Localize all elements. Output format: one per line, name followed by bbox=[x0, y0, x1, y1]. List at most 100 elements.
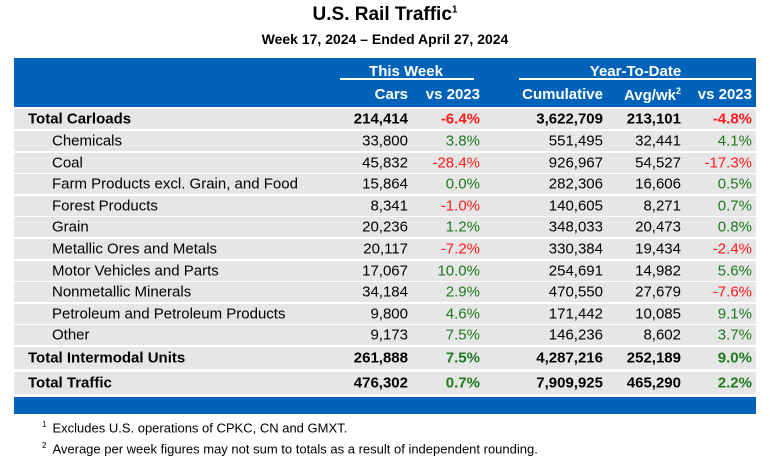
table-row: Motor Vehicles and Parts 17,067 10.0% 254,6… bbox=[14, 260, 756, 281]
footnote-text: Excludes U.S. operations of CPKC, CN and… bbox=[52, 420, 348, 436]
footnote-1: 1 Excludes U.S. operations of CPKC, CN an… bbox=[42, 420, 347, 435]
row-label: Farm Products excl. Grain, and Food bbox=[52, 175, 298, 193]
row-label: Other bbox=[52, 326, 90, 344]
cumulative-value: 348,033 bbox=[548, 218, 603, 236]
row-label: Total Traffic bbox=[28, 374, 112, 392]
table-header: This Week Year-To-Date Cars vs 2023 Cumu… bbox=[14, 58, 756, 107]
table-footer-bar bbox=[14, 397, 756, 414]
week-change: 1.2% bbox=[445, 218, 480, 236]
cumulative-value: 3,622,709 bbox=[536, 110, 603, 128]
row-label: Grain bbox=[52, 218, 89, 236]
cars-value: 8,341 bbox=[370, 197, 408, 215]
avg-week-value: 8,271 bbox=[643, 197, 681, 215]
table-row: Grain 20,236 1.2% 348,033 20,473 0.8% bbox=[14, 217, 756, 238]
row-label: Nonmetallic Minerals bbox=[52, 283, 192, 301]
row-label: Motor Vehicles and Parts bbox=[52, 262, 219, 280]
table-row: Other 9,173 7.5% 146,236 8,602 3.7% bbox=[14, 325, 756, 346]
avg-week-value: 20,473 bbox=[635, 218, 681, 236]
cars-value: 9,800 bbox=[370, 305, 408, 323]
ytd-change: -2.4% bbox=[712, 240, 752, 258]
page-title: U.S. Rail Traffic1 bbox=[0, 4, 770, 26]
table-row: Total Carloads 214,414 -6.4% 3,622,709 213,1… bbox=[14, 109, 756, 129]
cars-value: 15,864 bbox=[362, 175, 408, 193]
cumulative-value: 551,495 bbox=[548, 132, 603, 150]
ytd-change: 0.8% bbox=[717, 218, 752, 236]
week-change: -7.2% bbox=[440, 240, 480, 258]
cars-value: 476,302 bbox=[353, 374, 408, 392]
week-change: -28.4% bbox=[432, 154, 480, 172]
cumulative-value: 926,967 bbox=[548, 154, 603, 172]
ytd-change: 9.1% bbox=[717, 305, 752, 323]
ytd-change: 4.1% bbox=[717, 132, 752, 150]
week-change: 10.0% bbox=[437, 262, 480, 280]
page-subtitle: Week 17, 2024 – Ended April 27, 2024 bbox=[261, 31, 509, 47]
cumulative-value: 146,236 bbox=[548, 326, 603, 344]
group-this-week: This Week bbox=[369, 63, 443, 80]
ytd-change: -4.8% bbox=[712, 110, 752, 128]
cumulative-value: 282,306 bbox=[548, 175, 603, 193]
ytd-change: -17.3% bbox=[704, 154, 752, 172]
ytd-change: 3.7% bbox=[717, 326, 752, 344]
row-label: Total Intermodal Units bbox=[28, 349, 186, 367]
row-label: Forest Products bbox=[52, 197, 158, 215]
ytd-change: 9.0% bbox=[717, 349, 752, 367]
week-change: -1.0% bbox=[440, 197, 480, 215]
col-avg-wk: Avg/wk2 bbox=[624, 86, 681, 104]
avg-week-value: 54,527 bbox=[635, 154, 681, 172]
cumulative-value: 7,909,925 bbox=[536, 374, 603, 392]
avg-label: Avg/wk bbox=[624, 87, 676, 104]
row-label: Metallic Ores and Metals bbox=[52, 240, 218, 258]
table-row: Farm Products excl. Grain, and Food 15,86… bbox=[14, 174, 756, 195]
cars-value: 34,184 bbox=[362, 283, 408, 301]
col-ytd-vs-2023: vs 2023 bbox=[697, 86, 752, 103]
col-week-vs-2023: vs 2023 bbox=[425, 86, 480, 103]
avg-week-value: 27,679 bbox=[635, 283, 681, 301]
table-row: Coal 45,832 -28.4% 926,967 54,527 -17.3% bbox=[14, 152, 756, 173]
week-change: 2.9% bbox=[445, 283, 480, 301]
cars-value: 45,832 bbox=[362, 154, 408, 172]
week-change: 3.8% bbox=[445, 132, 480, 150]
ytd-change: 2.2% bbox=[717, 374, 752, 392]
table-row: Nonmetallic Minerals 34,184 2.9% 470,550 27,… bbox=[14, 282, 756, 303]
row-label: Petroleum and Petroleum Products bbox=[52, 305, 286, 323]
table-row: Petroleum and Petroleum Products 9,800 4.6… bbox=[14, 303, 756, 324]
footnote-mark: 1 bbox=[42, 420, 47, 429]
cumulative-value: 330,384 bbox=[548, 240, 603, 258]
footnote-mark: 2 bbox=[42, 441, 47, 450]
title-text: U.S. Rail Traffic bbox=[312, 4, 452, 25]
ytd-change: 0.5% bbox=[717, 175, 752, 193]
avg-footnote-mark: 2 bbox=[675, 86, 681, 96]
avg-week-value: 465,290 bbox=[626, 374, 681, 392]
col-cars: Cars bbox=[374, 86, 408, 103]
group-underline bbox=[340, 78, 474, 80]
ytd-change: 5.6% bbox=[717, 262, 752, 280]
cars-value: 33,800 bbox=[362, 132, 408, 150]
footnote-text: Average per week figures may not sum to … bbox=[52, 441, 538, 457]
cumulative-value: 4,287,216 bbox=[536, 349, 603, 367]
cars-value: 261,888 bbox=[353, 349, 408, 367]
table-row: Chemicals 33,800 3.8% 551,495 32,441 4.1% bbox=[14, 131, 756, 151]
rail-traffic-table: This Week Year-To-Date Cars vs 2023 Cumu… bbox=[14, 58, 756, 414]
group-ytd: Year-To-Date bbox=[589, 63, 682, 80]
table-row: Forest Products 8,341 -1.0% 140,605 8,271 0.7… bbox=[14, 195, 756, 216]
week-change: -6.4% bbox=[440, 110, 480, 128]
avg-week-value: 252,189 bbox=[626, 349, 681, 367]
avg-week-value: 16,606 bbox=[635, 175, 681, 193]
week-change: 7.5% bbox=[445, 326, 480, 344]
cars-value: 17,067 bbox=[362, 262, 408, 280]
ytd-change: -7.6% bbox=[712, 283, 752, 301]
cumulative-value: 470,550 bbox=[548, 283, 603, 301]
avg-week-value: 8,602 bbox=[643, 326, 681, 344]
footnote-2: 2 Average per week figures may not sum to… bbox=[42, 441, 538, 456]
week-change: 4.6% bbox=[445, 305, 480, 323]
avg-week-value: 10,085 bbox=[635, 305, 681, 323]
title-footnote-mark: 1 bbox=[451, 4, 458, 16]
cumulative-value: 171,442 bbox=[548, 305, 603, 323]
cumulative-value: 254,691 bbox=[548, 262, 603, 280]
table-row: Total Intermodal Units 261,888 7.5% 4,287,2… bbox=[14, 346, 756, 369]
table-row: Total Traffic 476,302 0.7% 7,909,925 465,290… bbox=[14, 371, 756, 394]
table-body: Total Carloads 214,414 -6.4% 3,622,709 213,1… bbox=[14, 109, 756, 397]
cars-value: 214,414 bbox=[353, 110, 408, 128]
col-cumulative: Cumulative bbox=[522, 86, 603, 103]
avg-week-value: 32,441 bbox=[635, 132, 681, 150]
